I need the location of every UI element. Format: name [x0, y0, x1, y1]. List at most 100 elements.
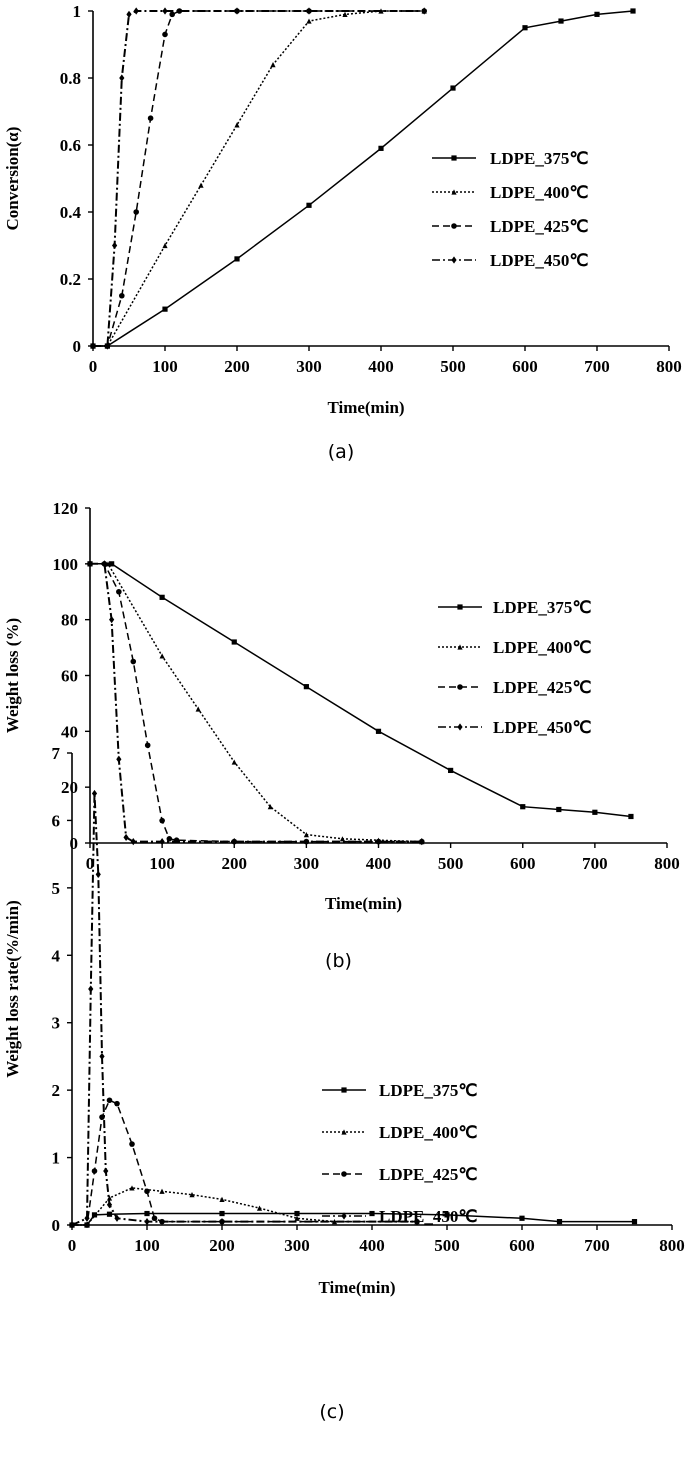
series-line: [93, 10, 425, 347]
data-point: [162, 31, 168, 38]
data-point: [267, 804, 273, 810]
series-triangle: [87, 561, 425, 845]
data-point: [162, 7, 168, 15]
data-point: [234, 256, 240, 262]
y-tick-label: 0: [73, 337, 82, 356]
x-tick-label: 500: [438, 854, 464, 873]
x-tick-label: 400: [359, 1236, 385, 1255]
y-tick-label: 1: [52, 1149, 61, 1168]
data-point: [219, 1196, 225, 1202]
data-point: [109, 561, 115, 567]
data-point: [87, 560, 93, 568]
series-diamond: [69, 789, 420, 1229]
legend-marker: [457, 604, 463, 610]
data-point: [106, 1097, 113, 1104]
data-point: [112, 241, 118, 250]
data-point: [162, 242, 168, 249]
data-point: [90, 342, 96, 350]
y-axis-title: Conversion(α): [3, 127, 22, 231]
x-tick-label: 100: [149, 854, 175, 873]
data-point: [88, 985, 94, 993]
x-tick-label: 800: [659, 1236, 685, 1255]
data-point: [450, 85, 456, 91]
data-point: [106, 1201, 113, 1209]
data-point: [256, 1205, 263, 1211]
data-point: [195, 706, 201, 712]
x-tick-label: 700: [584, 1236, 610, 1255]
x-axis-title: Time(min): [318, 1278, 395, 1297]
chart-panel-c: 0 100 200 300 400 500 600 700 80001234567Time(mi…: [3, 744, 685, 1423]
data-point: [95, 870, 101, 878]
data-point: [69, 1221, 75, 1229]
data-point: [375, 838, 382, 845]
data-point: [130, 658, 137, 665]
y-tick-label: 0.2: [60, 270, 81, 289]
y-tick-label: 20: [61, 778, 78, 797]
y-tick-label: 60: [61, 667, 78, 686]
y-axis-title: Weight loss (%): [3, 618, 22, 733]
x-tick-label: 0: [86, 854, 95, 873]
y-tick-label: 2: [52, 1081, 61, 1100]
data-point: [556, 1219, 563, 1225]
x-tick-label: 700: [582, 854, 608, 873]
y-tick-label: 100: [53, 555, 79, 574]
data-point: [159, 1188, 165, 1194]
x-axis-title: Time(min): [327, 398, 404, 417]
series-square: [90, 8, 636, 349]
data-point: [84, 1222, 90, 1228]
y-tick-label: 80: [61, 611, 78, 630]
data-point: [151, 1215, 158, 1222]
data-point: [231, 759, 237, 765]
data-point: [294, 1215, 300, 1221]
data-point: [104, 342, 110, 350]
data-point: [189, 1192, 195, 1198]
legend-entry: LDPE_400℃: [438, 638, 591, 657]
series-line: [93, 10, 425, 347]
x-tick-label: 700: [584, 357, 610, 376]
data-point: [294, 1210, 300, 1217]
data-point: [520, 804, 526, 810]
data-point: [91, 1212, 98, 1218]
data-point: [558, 18, 564, 24]
data-point: [169, 11, 175, 18]
series-circle: [69, 1097, 420, 1228]
x-axis-title: Time(min): [325, 894, 402, 913]
legend-label: LDPE_375℃: [490, 149, 588, 168]
data-point: [116, 755, 122, 763]
x-tick-label: 200: [209, 1236, 235, 1255]
chart-panel-b: 0 100 200 300 400 500 600 700 800 0 20 40 60 80 100 120…: [3, 499, 680, 972]
y-tick-label: 4: [52, 946, 61, 965]
legend-entry: LDPE_375℃: [322, 1081, 477, 1100]
data-point: [198, 182, 204, 188]
data-point: [114, 1100, 120, 1107]
data-point: [126, 10, 132, 18]
legend-label: LDPE_450℃: [379, 1207, 477, 1226]
data-point: [91, 789, 98, 798]
series-line: [93, 10, 634, 347]
data-point: [129, 1185, 135, 1191]
y-tick-label: 1: [73, 2, 82, 21]
data-point: [219, 1210, 225, 1217]
legend-entry: LDPE_400℃: [322, 1123, 477, 1142]
series-diamond: [87, 560, 425, 846]
legend-marker: [451, 189, 457, 195]
x-tick-label: 400: [366, 854, 392, 873]
x-tick-label: 200: [222, 854, 248, 873]
legend-entry: LDPE_425℃: [432, 217, 588, 236]
legend-entry: LDPE_375℃: [432, 149, 588, 168]
chart-panel-a: 0 100 200 300 400 500 600 700 800 0 0.2 0.4 0.6 0.8 1 T…: [3, 2, 682, 463]
y-tick-label: 0.4: [60, 203, 82, 222]
data-point: [159, 653, 165, 659]
y-tick-label: 0.6: [60, 136, 81, 155]
data-point: [231, 639, 237, 645]
legend-label: LDPE_450℃: [493, 718, 591, 737]
legend-label: LDPE_425℃: [379, 1165, 477, 1184]
data-point: [144, 1188, 150, 1195]
x-tick-label: 100: [152, 357, 178, 376]
x-tick-label: 300: [296, 357, 322, 376]
y-tick-label: 120: [53, 499, 79, 518]
x-tick-label: 300: [284, 1236, 310, 1255]
data-point: [303, 832, 309, 838]
legend-entry: LDPE_425℃: [322, 1165, 477, 1184]
data-point: [130, 838, 136, 846]
